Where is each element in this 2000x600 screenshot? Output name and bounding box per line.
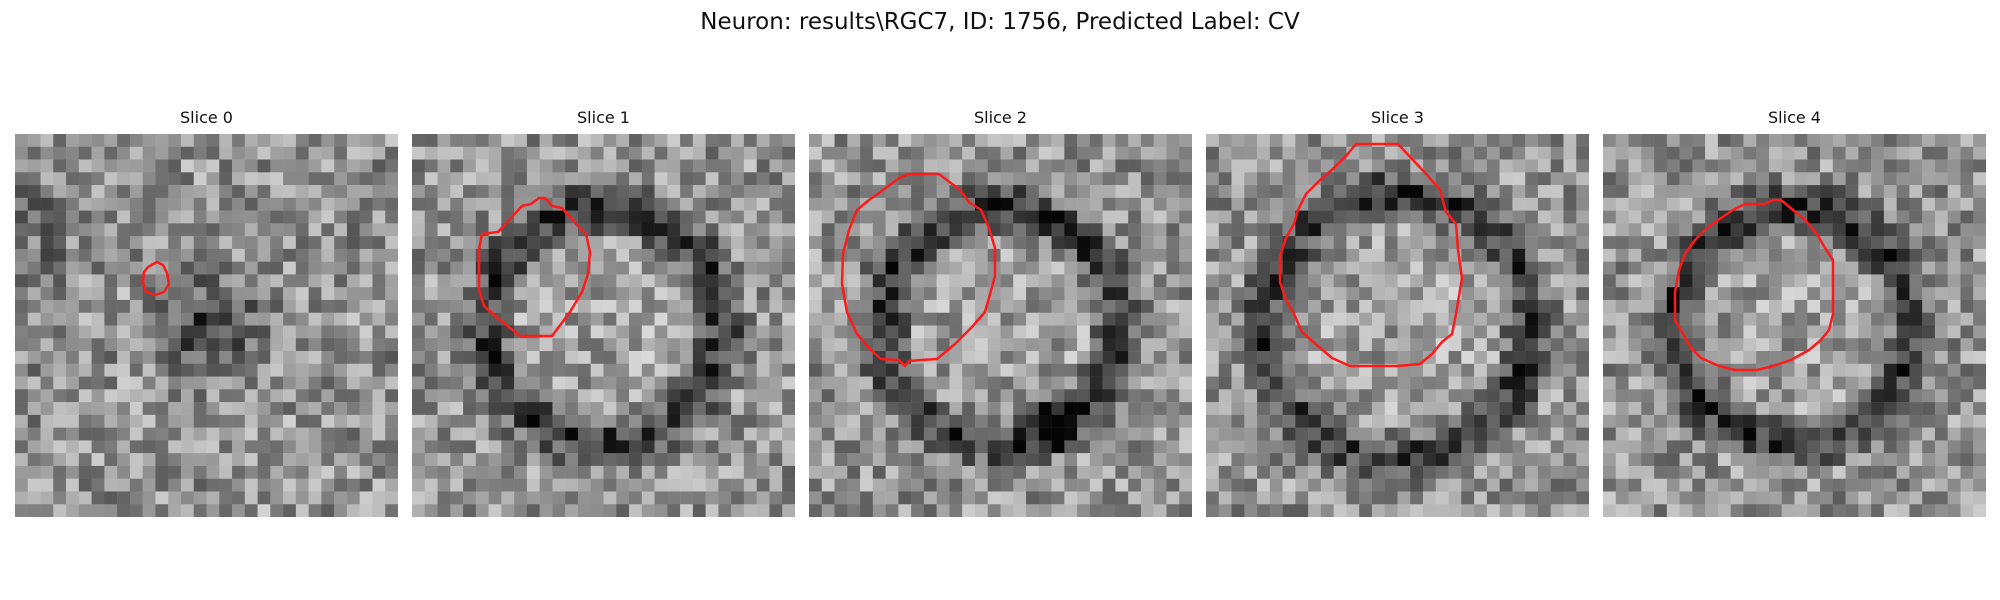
slice-panel-0: Slice 0 (15, 108, 398, 520)
pixel-grid (1603, 134, 1986, 517)
slice-title: Slice 3 (1371, 108, 1424, 127)
segmentation-contour (840, 172, 997, 368)
segmentation-contour (141, 260, 171, 297)
pixel-grid (1206, 134, 1589, 517)
pixel-grid (15, 134, 398, 517)
slice-image (1603, 134, 1986, 517)
slice-image (412, 134, 795, 517)
slice-panel-1: Slice 1 (412, 108, 795, 520)
slice-title: Slice 2 (974, 108, 1027, 127)
figure-title: Neuron: results\RGC7, ID: 1756, Predicte… (700, 9, 1300, 35)
slice-image (15, 134, 398, 517)
pixel-grid (412, 134, 795, 517)
slice-panel-2: Slice 2 (809, 108, 1192, 520)
slice-panel-3: Slice 3 (1206, 108, 1589, 520)
slice-title: Slice 0 (180, 108, 233, 127)
segmentation-contour (1673, 198, 1835, 372)
slice-image (1206, 134, 1589, 517)
pixel-grid (809, 134, 1192, 517)
segmentation-contour (477, 196, 592, 338)
slice-title: Slice 4 (1768, 108, 1821, 127)
slice-title: Slice 1 (577, 108, 630, 127)
slice-image (809, 134, 1192, 517)
slice-panel-4: Slice 4 (1603, 108, 1986, 520)
segmentation-contour (1278, 142, 1464, 368)
